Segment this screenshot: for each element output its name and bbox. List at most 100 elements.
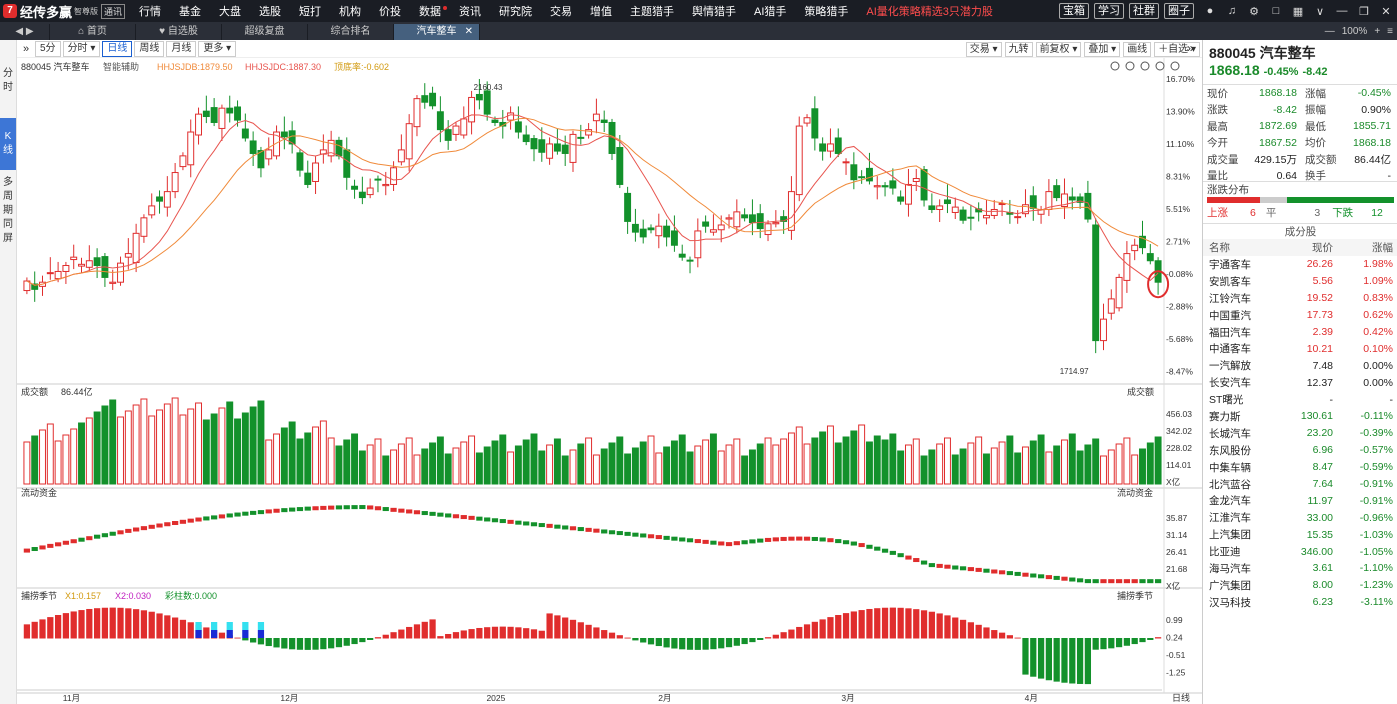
flow-mark: [1061, 576, 1068, 581]
tab-auto[interactable]: 汽车整车 ✕: [394, 24, 480, 40]
season-bar: [437, 636, 444, 639]
stock-row[interactable]: 北汽蓝谷 7.64 -0.91%: [1203, 476, 1397, 493]
minimize-icon[interactable]: —: [1336, 5, 1348, 17]
view-tab-kline[interactable]: K线: [0, 118, 16, 170]
tab-watchlist[interactable]: ♥ 自选股: [136, 24, 222, 40]
stock-row[interactable]: 江铃汽车 19.52 0.83%: [1203, 290, 1397, 307]
grid-icon[interactable]: ▦: [1292, 5, 1304, 18]
tab-home[interactable]: ⌂ 首页: [50, 24, 136, 40]
add-icon: [1125, 61, 1135, 71]
menu-item-11[interactable]: 增值: [590, 6, 612, 18]
volume-bar: [912, 438, 920, 485]
stock-row[interactable]: 中国重汽 17.73 0.62%: [1203, 307, 1397, 324]
menu-item-10[interactable]: 交易: [550, 6, 572, 18]
tab-ranking[interactable]: 综合排名: [308, 24, 394, 40]
menu-item-12[interactable]: 主题猎手: [630, 6, 674, 18]
chart-tool-3[interactable]: 叠加 ▾: [1084, 41, 1121, 57]
stock-row[interactable]: 金龙汽车 11.97 -0.91%: [1203, 492, 1397, 509]
constituents-list: 宇通客车 26.26 1.98% 安凯客车 5.56 1.09% 江铃汽车 19.52 0.83…: [1203, 256, 1397, 611]
menu-item-3[interactable]: 选股: [259, 6, 281, 18]
chart-tool-5[interactable]: ＋自选 ▾: [1154, 41, 1200, 57]
bell-icon[interactable]: ♫: [1227, 5, 1237, 17]
menu-item-15[interactable]: 策略猎手: [804, 6, 849, 18]
menu-item-8[interactable]: 资讯: [459, 6, 481, 18]
period-tab-1[interactable]: 分时 ▾: [62, 40, 101, 57]
col-price[interactable]: 现价: [1312, 242, 1333, 254]
chart-area[interactable]: 880045 汽车整车 智能辅助 HHJSJDB:1879.50 HHJSJDC:18…: [17, 58, 1202, 704]
panel-toggle-icon[interactable]: »: [1187, 41, 1194, 55]
stock-row[interactable]: ST曙光 - -: [1203, 391, 1397, 408]
stock-row[interactable]: 福田汽车 2.39 0.42%: [1203, 324, 1397, 341]
window-icon[interactable]: □: [1272, 5, 1280, 17]
menu-item-1[interactable]: 基金: [179, 6, 201, 18]
stock-price: 3.61: [1312, 562, 1333, 575]
season-bar: [959, 619, 967, 639]
col-name[interactable]: 名称: [1209, 242, 1230, 254]
col-change[interactable]: 涨幅: [1372, 242, 1393, 254]
chart-tool-0[interactable]: 交易 ▾: [965, 41, 1002, 57]
close-icon[interactable]: ✕: [1381, 5, 1391, 18]
quote-label: 均价: [1305, 137, 1326, 150]
stock-row[interactable]: 一汽解放 7.48 0.00%: [1203, 357, 1397, 374]
treasure-button[interactable]: 宝箱: [1059, 3, 1089, 19]
user-icon[interactable]: ●: [1206, 5, 1214, 17]
app-version: 智尊版: [74, 6, 99, 16]
menu-item-13[interactable]: 舆情猎手: [692, 6, 736, 18]
menu-item-9[interactable]: 研究院: [499, 6, 532, 18]
stock-row[interactable]: 东风股份 6.96 -0.57%: [1203, 442, 1397, 459]
chart-tool-1[interactable]: 九转: [1004, 41, 1033, 57]
flow-mark: [569, 526, 577, 531]
period-tab-4[interactable]: 月线: [166, 40, 197, 57]
stock-row[interactable]: 汉马科技 6.23 -3.11%: [1203, 594, 1397, 611]
close-tab-icon[interactable]: ✕: [464, 26, 473, 37]
menu-item-6[interactable]: 价投: [379, 6, 401, 18]
flow-axis-label: X亿: [1166, 581, 1180, 591]
stock-row[interactable]: 中集车辆 8.47 -0.59%: [1203, 459, 1397, 476]
menu-item-0[interactable]: 行情: [139, 6, 161, 18]
stock-row[interactable]: 长城汽车 23.20 -0.39%: [1203, 425, 1397, 442]
tab-nav-arrows[interactable]: ◀ ▶: [0, 24, 50, 40]
period-tab-2[interactable]: 日线: [102, 40, 133, 57]
restore-icon[interactable]: ❐: [1359, 5, 1369, 18]
chart-tool-2[interactable]: 前复权 ▾: [1035, 41, 1082, 57]
season-bar: [242, 638, 249, 641]
learn-button[interactable]: 学习: [1094, 3, 1124, 19]
tab-review[interactable]: 超级复盘: [222, 24, 308, 40]
stock-row[interactable]: 宇通客车 26.26 1.98%: [1203, 256, 1397, 273]
stock-row[interactable]: 海马汽车 3.61 -1.10%: [1203, 560, 1397, 577]
tab-menu-icon[interactable]: ≡: [1387, 25, 1393, 37]
stock-row[interactable]: 比亚迪 346.00 -1.05%: [1203, 543, 1397, 560]
gear-icon[interactable]: ⚙: [1249, 5, 1259, 18]
zoom-in-icon[interactable]: +: [1374, 25, 1381, 37]
stock-name: 海马汽车: [1209, 562, 1251, 575]
stock-row[interactable]: 长安汽车 12.37 0.00%: [1203, 374, 1397, 391]
stock-row[interactable]: 上汽集团 15.35 -1.03%: [1203, 526, 1397, 543]
view-tab-timeshare[interactable]: 分时: [3, 68, 13, 93]
circle-button[interactable]: 圈子: [1164, 3, 1194, 19]
expand-icon[interactable]: »: [22, 42, 30, 55]
period-tab-5[interactable]: 更多 ▾: [198, 40, 237, 57]
view-tab-multi-period[interactable]: 多周期同屏: [3, 177, 13, 244]
chart-tool-4[interactable]: 画线: [1123, 41, 1152, 57]
stock-row[interactable]: 广汽集团 8.00 -1.23%: [1203, 577, 1397, 594]
flow-mark: [70, 539, 77, 544]
menu-item-14[interactable]: AI猎手: [754, 6, 787, 18]
menu-item-7[interactable]: 数据: [410, 3, 450, 19]
volume-bar: [296, 438, 304, 485]
stock-row[interactable]: 安凯客车 5.56 1.09%: [1203, 273, 1397, 290]
menu-item-2[interactable]: 大盘: [219, 6, 241, 18]
menu-item-4[interactable]: 短打: [299, 6, 321, 18]
menu-item-5[interactable]: 机构: [339, 6, 361, 18]
stock-row[interactable]: 江淮汽车 33.00 -0.96%: [1203, 509, 1397, 526]
dist-down-label: 下跌: [1332, 207, 1354, 219]
period-tab-0[interactable]: 5分: [35, 40, 61, 57]
candle-body: [1115, 276, 1123, 309]
menu-item-16[interactable]: AI量化策略精选3只潜力股: [866, 6, 993, 18]
community-button[interactable]: 社群: [1129, 3, 1159, 19]
collapse-icon[interactable]: ∨: [1315, 5, 1325, 18]
period-tab-3[interactable]: 周线: [134, 40, 165, 57]
zoom-out-icon[interactable]: —: [1324, 25, 1335, 37]
x-axis-label: 2025: [486, 693, 505, 703]
stock-row[interactable]: 赛力斯 130.61 -0.11%: [1203, 408, 1397, 425]
stock-row[interactable]: 中通客车 10.21 0.10%: [1203, 340, 1397, 357]
